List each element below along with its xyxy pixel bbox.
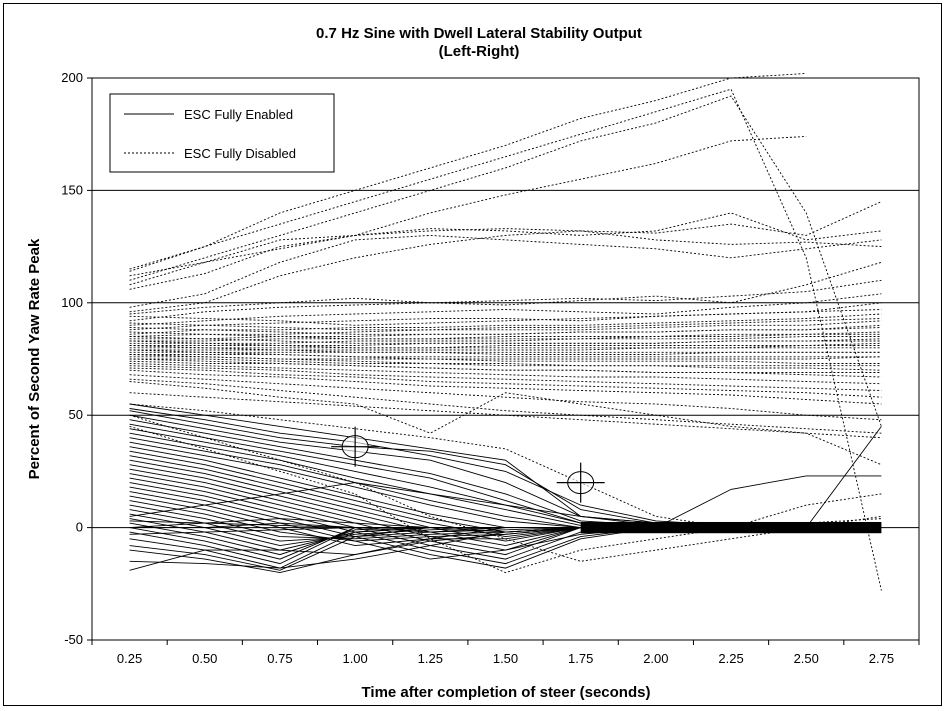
- esc-disabled-line-28: [129, 369, 882, 405]
- x-tick-label: 1.75: [568, 651, 593, 666]
- esc-disabled-line-27: [129, 367, 882, 398]
- x-tick-label: 2.00: [643, 651, 668, 666]
- esc-disabled-line-37: [129, 345, 882, 355]
- esc-disabled-line-31: [129, 309, 882, 326]
- crosshair-markers: [331, 426, 605, 503]
- esc-disabled-lines: [129, 73, 882, 591]
- esc-disabled-line-32: [129, 318, 882, 331]
- esc-disabled-line-11: [129, 302, 882, 331]
- x-tick-label: 2.50: [794, 651, 819, 666]
- esc-disabled-line-18: [129, 342, 882, 349]
- x-tick-label: 1.50: [493, 651, 518, 666]
- esc-disabled-line-38: [129, 349, 882, 360]
- y-tick-label: 0: [76, 520, 83, 535]
- esc-disabled-line-17: [129, 340, 882, 346]
- esc-disabled-line-34: [129, 331, 882, 340]
- x-tick-label: 2.75: [869, 651, 894, 666]
- esc-disabled-line-13: [129, 320, 882, 337]
- esc-disabled-line-14: [129, 324, 882, 340]
- esc-disabled-line-43: [129, 403, 882, 529]
- esc-disabled-line-7: [129, 88, 882, 591]
- esc-disabled-line-39: [129, 354, 882, 367]
- esc-disabled-line-1: [129, 135, 807, 277]
- esc-disabled-line-23: [129, 358, 882, 371]
- x-tick-label: 1.00: [342, 651, 367, 666]
- legend-label-enabled: ESC Fully Enabled: [184, 107, 293, 122]
- esc-disabled-line-0: [129, 73, 807, 272]
- esc-disabled-line-6: [129, 95, 882, 427]
- esc-disabled-line-8: [129, 261, 882, 315]
- legend-label-disabled: ESC Fully Disabled: [184, 146, 296, 161]
- esc-disabled-line-40: [129, 358, 882, 373]
- x-tick-label: 1.25: [418, 651, 443, 666]
- y-tick-label: -50: [64, 632, 83, 647]
- esc-disabled-line-9: [129, 279, 882, 322]
- chart-subtitle: (Left-Right): [439, 43, 520, 60]
- x-tick-labels: 0.25 0.50 0.75 1.00 1.25 1.50 1.75 2.00 2.25 2.50…: [91, 640, 920, 666]
- esc-disabled-line-16: [129, 336, 882, 344]
- y-axis-title: Percent of Second Yaw Rate Peak: [26, 238, 43, 479]
- legend-box: [109, 93, 335, 173]
- x-tick-label: 0.25: [117, 651, 142, 666]
- esc-disabled-line-29: [129, 374, 882, 421]
- x-tick-label: 0.50: [192, 651, 217, 666]
- esc-disabled-line-25: [129, 363, 882, 385]
- esc-disabled-line-36: [129, 340, 882, 349]
- y-tick-label: 200: [61, 70, 83, 85]
- esc-disabled-line-12: [129, 313, 882, 335]
- esc-disabled-line-15: [129, 331, 882, 342]
- y-tick-label: 50: [69, 407, 83, 422]
- x-axis-title: Time after completion of steer (seconds): [362, 684, 651, 701]
- esc-disabled-line-33: [129, 327, 882, 335]
- esc-disabled-line-3: [129, 212, 882, 290]
- converged-band: [580, 521, 882, 534]
- y-tick-labels: -50 0 50 100 150 200: [61, 70, 92, 647]
- esc-disabled-line-21: [129, 354, 882, 358]
- y-tick-label: 150: [61, 182, 83, 197]
- esc-disabled-line-5: [129, 230, 882, 313]
- crosshair-marker-0: [331, 426, 380, 467]
- y-tick-label: 100: [61, 295, 83, 310]
- esc-disabled-line-19: [129, 347, 882, 351]
- legend: ESC Fully Enabled ESC Fully Disabled: [109, 93, 335, 173]
- esc-enabled-line-36: [129, 475, 882, 533]
- chart-title: 0.7 Hz Sine with Dwell Lateral Stability…: [316, 25, 642, 42]
- esc-disabled-line-35: [129, 336, 882, 344]
- esc-disabled-line-30: [129, 378, 882, 434]
- esc-disabled-line-10: [129, 293, 882, 326]
- x-tick-label: 2.25: [718, 651, 743, 666]
- esc-disabled-line-42: [129, 392, 882, 466]
- esc-disabled-line-41: [129, 381, 882, 439]
- esc-disabled-line-26: [129, 365, 882, 391]
- crosshair-marker-1: [556, 462, 605, 503]
- x-tick-label: 0.75: [267, 651, 292, 666]
